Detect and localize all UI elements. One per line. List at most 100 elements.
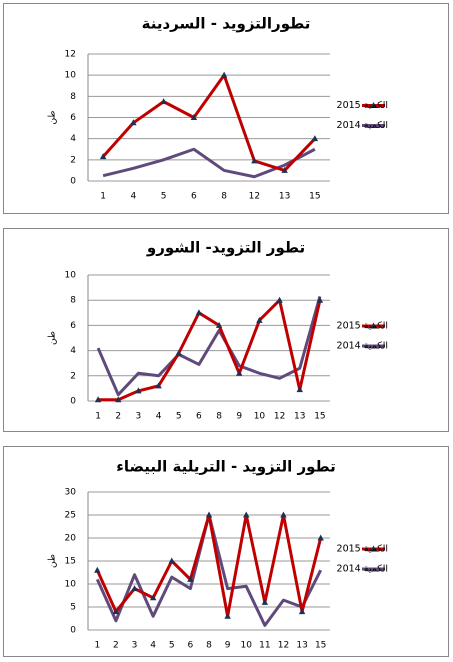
x-tick-label: 15 [309,192,320,202]
point-marker [94,566,101,573]
series-line [102,73,316,172]
y-tick-label: 15 [65,557,76,567]
legend-label: الكمية 2014 [337,564,388,575]
chart-frame [3,228,449,432]
chart: تطور التزويد - التريلية البيضاء051015202… [3,446,449,657]
y-tick-label: 8 [70,92,76,102]
y-tick-label: 6 [70,113,76,123]
legend-label: الكمية 2014 [337,341,388,352]
point-marker [187,575,194,582]
y-tick-label: 25 [65,511,76,521]
series-line [98,298,322,402]
x-tick-label: 1 [100,192,106,202]
x-tick-label: 15 [314,412,325,422]
y-tick-label: 30 [65,488,77,498]
point-marker [316,296,324,303]
chart-title: تطور التزويد- الشورو [146,239,305,257]
y-tick-label: 8 [70,296,76,306]
point-marker [256,316,263,323]
point-marker [160,98,167,105]
x-tick-label: 11 [259,641,270,651]
x-tick-label: 8 [206,641,212,651]
legend-marker [370,322,377,329]
legend-label: الكمية 2015 [337,321,388,332]
y-tick-label: 5 [70,603,76,613]
y-tick-label: 12 [65,50,76,60]
x-tick-label: 9 [236,412,242,422]
x-tick-label: 2 [113,641,119,651]
point-marker [251,157,258,164]
point-marker [99,153,107,160]
x-tick-label: 4 [156,412,162,422]
y-tick-label: 0 [70,177,76,187]
legend-marker [370,102,377,108]
point-marker [135,387,142,394]
point-marker [112,608,120,615]
x-tick-label: 8 [221,192,227,202]
x-tick-label: 5 [176,412,182,422]
y-tick-label: 20 [65,534,77,544]
x-tick-label: 13 [296,641,307,651]
y-axis-label: طن [48,554,58,568]
y-tick-label: 2 [70,155,76,165]
x-tick-label: 5 [169,641,175,651]
x-tick-label: 3 [136,412,142,422]
x-tick-label: 13 [279,192,290,202]
point-marker [94,396,102,403]
y-axis-label: طن [48,331,58,345]
series-line [96,296,322,397]
point-marker [276,296,283,303]
point-marker [296,386,303,393]
x-tick-label: 6 [191,192,197,202]
point-marker [155,382,162,389]
y-tick-label: 10 [65,271,77,281]
y-tick-label: 4 [70,346,76,356]
x-tick-label: 2 [115,412,121,422]
point-marker [280,511,287,518]
point-marker [149,594,157,601]
x-tick-label: 12 [274,412,285,422]
point-marker [215,321,223,328]
x-tick-label: 6 [188,641,194,651]
point-marker [236,369,243,376]
point-marker [190,114,198,120]
x-tick-label: 12 [278,641,289,651]
point-marker [261,598,269,605]
x-tick-label: 13 [294,412,305,422]
legend-label: الكمية 2014 [337,120,388,131]
point-marker [311,135,319,142]
point-marker [243,511,250,518]
y-tick-label: 2 [70,371,76,381]
point-marker [115,396,122,403]
point-marker [224,612,231,619]
legend-label: الكمية 2015 [337,100,388,111]
point-marker [168,557,175,564]
x-tick-label: 3 [132,641,138,651]
x-tick-label: 15 [315,641,326,651]
y-axis-label: طن [48,110,58,124]
point-marker [298,608,306,615]
point-marker [175,349,182,356]
chart-frame [3,3,449,214]
y-tick-label: 4 [70,134,76,144]
legend-label: الكمية 2015 [337,544,388,555]
point-marker [195,309,203,316]
point-marker [205,511,213,518]
x-tick-label: 10 [254,412,266,422]
point-marker [130,119,137,126]
x-tick-label: 1 [95,412,101,422]
x-tick-label: 10 [241,641,253,651]
x-tick-label: 1 [94,641,100,651]
y-tick-label: 0 [70,397,76,407]
x-tick-label: 12 [249,192,260,202]
y-tick-label: 10 [65,71,77,81]
chart-title: تطور التزويد - التريلية البيضاء [116,458,336,476]
chart: تطورالتزويد - السردينة 0 2 4 6 8 10 12 طن 1 4 5 6 8 12… [3,3,449,214]
x-tick-label: 4 [131,192,137,202]
x-tick-label: 8 [216,412,222,422]
series-line [102,147,316,179]
x-tick-label: 4 [150,641,156,651]
